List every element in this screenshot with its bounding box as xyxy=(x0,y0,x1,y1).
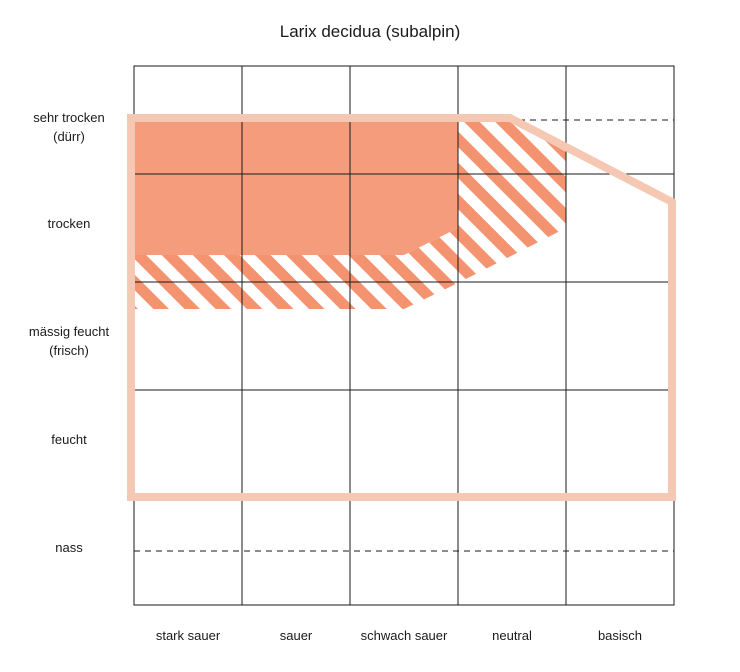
row-label-nass: nass xyxy=(55,540,83,555)
column-label-neutral: neutral xyxy=(492,628,532,643)
column-label-sauer: sauer xyxy=(279,628,313,643)
column-label-basisch: basisch xyxy=(597,628,643,643)
column-label-stark-sauer: stark sauer xyxy=(155,628,221,643)
row-label-feucht: feucht xyxy=(51,432,87,447)
diagram-title: Larix decidua (subalpin) xyxy=(279,22,461,41)
row-label-sehr-trocken: sehr trocken (dürr) xyxy=(33,110,105,144)
core-zone xyxy=(134,120,458,255)
row-label-trocken: trocken xyxy=(47,216,91,231)
row-label-maessig-feucht: mässig feucht (frisch) xyxy=(28,324,110,358)
column-label-schwach-sauer: schwach sauer xyxy=(360,628,448,643)
range-outline xyxy=(127,114,676,501)
